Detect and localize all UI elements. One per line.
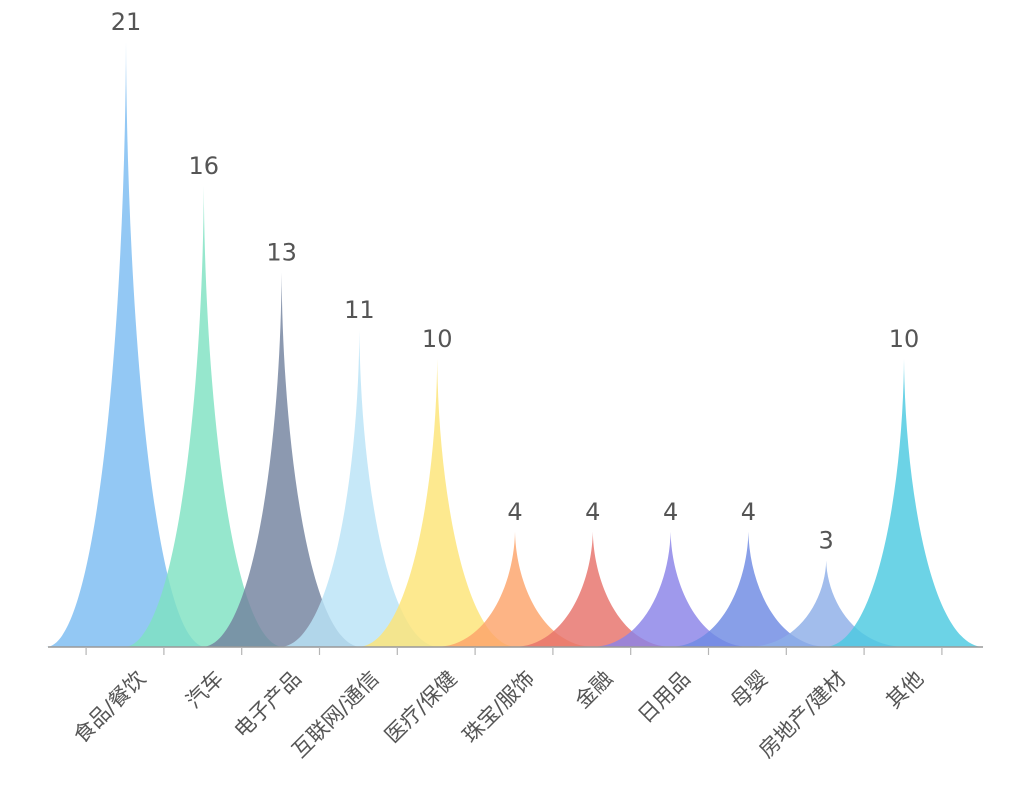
category-label-7: 日用品 — [633, 666, 695, 728]
category-label-5: 珠宝/服饰 — [458, 666, 539, 747]
category-label-1: 汽车 — [181, 666, 228, 713]
x-axis — [48, 647, 983, 655]
value-label-7: 4 — [663, 498, 678, 526]
value-label-10: 10 — [889, 325, 920, 353]
category-label-2: 电子产品 — [230, 666, 306, 742]
spikes-layer — [46, 42, 984, 647]
value-label-8: 4 — [741, 498, 756, 526]
value-label-4: 10 — [422, 325, 453, 353]
spike-bar-10[interactable] — [824, 359, 984, 647]
value-label-6: 4 — [585, 498, 600, 526]
category-label-8: 母婴 — [726, 666, 773, 713]
spike-bar-chart: 21 16 13 11 10 4 4 4 4 3 10 食品/餐饮 汽车 电子产品互联网/通信医疗/保健… — [0, 0, 1019, 799]
value-labels: 21 16 13 11 10 4 4 4 4 3 10 — [111, 8, 920, 555]
category-label-10: 其他 — [882, 666, 929, 713]
value-label-9: 3 — [819, 527, 834, 555]
value-label-3: 11 — [344, 296, 375, 324]
category-label-4: 医疗/保健 — [380, 666, 461, 747]
value-label-1: 16 — [189, 152, 220, 180]
value-label-0: 21 — [111, 8, 142, 36]
chart-container: 21 16 13 11 10 4 4 4 4 3 10 食品/餐饮 汽车 电子产品 互联网/通信 医疗/保健… — [0, 0, 1019, 799]
value-label-2: 13 — [266, 238, 297, 266]
category-label-6: 金融 — [570, 666, 617, 713]
category-label-0: 食品/餐饮 — [69, 666, 150, 747]
value-label-5: 4 — [507, 498, 522, 526]
